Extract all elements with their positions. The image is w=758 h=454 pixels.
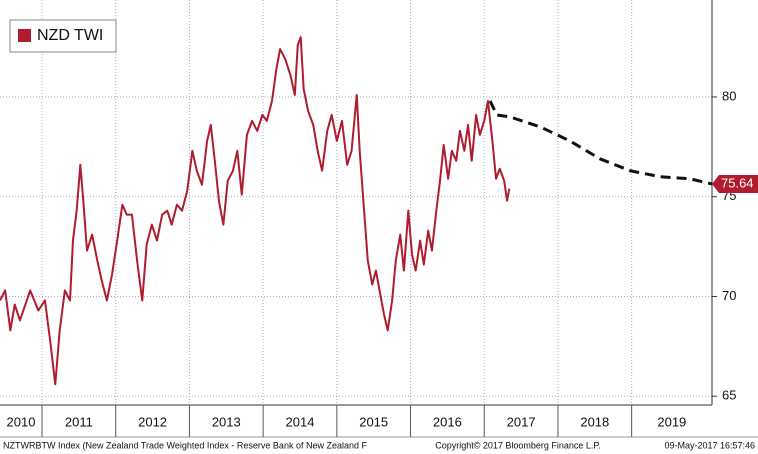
y-tick-label: 80 <box>722 88 736 103</box>
legend-swatch <box>18 29 31 42</box>
source-text: NZTWRBTW Index (New Zealand Trade Weight… <box>3 440 367 450</box>
last-value-tag: 75.64 <box>712 174 758 193</box>
x-tick-label: 2019 <box>657 414 686 429</box>
x-tick-label: 2018 <box>580 414 609 429</box>
y-tick-label: 65 <box>722 388 736 403</box>
timestamp-text: 09-May-2017 16:57:46 <box>664 440 755 450</box>
last-value-label: 75.64 <box>721 175 754 190</box>
x-tick-label: 2013 <box>212 414 241 429</box>
copyright-text: Copyright© 2017 Bloomberg Finance L.P. <box>435 440 601 450</box>
series-line <box>0 36 511 386</box>
y-tick-label: 70 <box>722 288 736 303</box>
x-tick-label: 2015 <box>359 414 388 429</box>
legend-label: NZD TWI <box>37 27 103 44</box>
x-tick-label: 2012 <box>138 414 167 429</box>
x-tick-label: 2016 <box>433 414 462 429</box>
last-value-box <box>712 174 758 193</box>
x-tick-label: 2014 <box>286 414 315 429</box>
forecast-line <box>488 100 713 186</box>
x-tick-label: 2017 <box>507 414 536 429</box>
legend: NZD TWI <box>9 19 117 53</box>
x-tick-label: 2011 <box>65 414 93 429</box>
x-tick-label: 2010 <box>7 414 36 429</box>
